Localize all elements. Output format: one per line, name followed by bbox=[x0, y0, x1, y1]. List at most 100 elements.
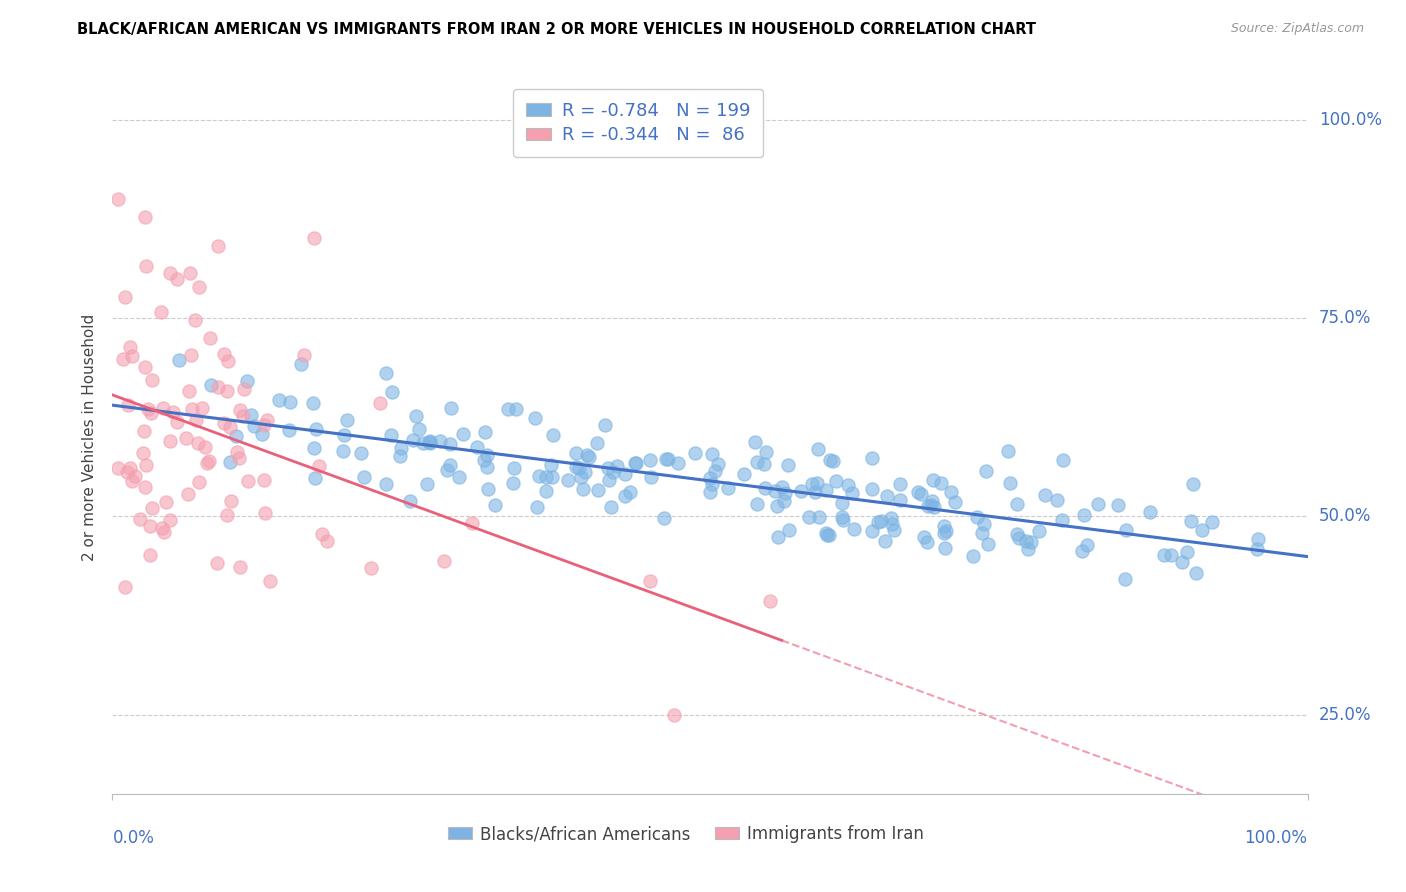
Point bbox=[135, 259, 157, 273]
Point bbox=[1185, 566, 1208, 580]
Point bbox=[375, 477, 398, 491]
Point bbox=[1107, 498, 1129, 512]
Point bbox=[1139, 506, 1161, 520]
Point bbox=[408, 421, 430, 435]
Point bbox=[778, 523, 800, 537]
Point bbox=[1015, 534, 1038, 549]
Point bbox=[837, 478, 859, 492]
Point bbox=[1191, 524, 1213, 538]
Point bbox=[232, 383, 254, 397]
Point bbox=[278, 423, 301, 437]
Point bbox=[745, 455, 768, 469]
Point bbox=[598, 473, 620, 487]
Point bbox=[138, 549, 160, 563]
Point bbox=[652, 510, 675, 524]
Point bbox=[655, 452, 678, 467]
Point bbox=[920, 498, 942, 512]
Point bbox=[1019, 534, 1042, 549]
Point bbox=[910, 487, 932, 501]
Point bbox=[477, 482, 499, 496]
Point bbox=[475, 448, 498, 462]
Point bbox=[568, 460, 591, 475]
Point bbox=[966, 510, 988, 524]
Point bbox=[907, 484, 929, 499]
Text: BLACK/AFRICAN AMERICAN VS IMMIGRANTS FROM IRAN 2 OR MORE VEHICLES IN HOUSEHOLD C: BLACK/AFRICAN AMERICAN VS IMMIGRANTS FRO… bbox=[77, 22, 1036, 37]
Point bbox=[598, 460, 620, 475]
Point bbox=[197, 454, 219, 468]
Point bbox=[747, 496, 769, 510]
Point bbox=[302, 230, 325, 244]
Point bbox=[118, 340, 141, 354]
Point bbox=[336, 413, 359, 427]
Point bbox=[187, 436, 209, 450]
Point bbox=[159, 513, 181, 527]
Point bbox=[1170, 555, 1192, 569]
Point bbox=[614, 467, 637, 481]
Point bbox=[502, 460, 524, 475]
Point bbox=[934, 525, 956, 540]
Point bbox=[534, 484, 557, 499]
Point bbox=[817, 528, 839, 542]
Point bbox=[107, 192, 129, 206]
Point bbox=[572, 482, 595, 496]
Point bbox=[360, 561, 382, 575]
Point bbox=[717, 482, 740, 496]
Point bbox=[1050, 513, 1073, 527]
Point bbox=[332, 443, 354, 458]
Point bbox=[388, 449, 411, 463]
Point bbox=[706, 457, 728, 471]
Point bbox=[832, 513, 855, 527]
Point bbox=[305, 422, 328, 436]
Point bbox=[217, 354, 239, 368]
Point bbox=[250, 426, 273, 441]
Point bbox=[155, 495, 177, 509]
Point bbox=[141, 373, 163, 387]
Point bbox=[232, 409, 254, 424]
Point bbox=[184, 313, 207, 327]
Point bbox=[962, 549, 984, 563]
Point bbox=[624, 456, 647, 470]
Point bbox=[259, 574, 281, 588]
Point bbox=[912, 531, 935, 545]
Point bbox=[389, 442, 412, 456]
Point bbox=[806, 476, 828, 491]
Point bbox=[451, 426, 474, 441]
Point bbox=[221, 494, 243, 508]
Point bbox=[368, 396, 391, 410]
Point bbox=[600, 500, 623, 514]
Point bbox=[138, 518, 160, 533]
Point bbox=[1007, 531, 1029, 545]
Point bbox=[179, 266, 201, 280]
Point bbox=[917, 499, 939, 513]
Point bbox=[194, 440, 217, 454]
Point bbox=[807, 510, 830, 524]
Point bbox=[114, 580, 136, 594]
Point bbox=[121, 350, 143, 364]
Point bbox=[180, 401, 202, 416]
Point bbox=[197, 456, 219, 470]
Point bbox=[177, 487, 200, 501]
Point bbox=[815, 526, 838, 541]
Point bbox=[152, 401, 174, 415]
Point bbox=[402, 433, 425, 447]
Point bbox=[880, 516, 903, 531]
Point bbox=[640, 469, 662, 483]
Point bbox=[602, 465, 624, 479]
Point bbox=[869, 514, 891, 528]
Point bbox=[139, 406, 162, 420]
Point bbox=[419, 435, 441, 450]
Point bbox=[188, 279, 211, 293]
Point bbox=[565, 446, 588, 460]
Text: 50.0%: 50.0% bbox=[1319, 508, 1371, 525]
Point bbox=[496, 401, 519, 416]
Point bbox=[207, 239, 229, 253]
Point bbox=[934, 541, 956, 556]
Point bbox=[700, 477, 723, 491]
Point bbox=[619, 485, 641, 500]
Point bbox=[807, 442, 830, 456]
Point bbox=[474, 425, 496, 439]
Point bbox=[606, 459, 628, 474]
Point bbox=[439, 458, 461, 472]
Point bbox=[755, 445, 778, 459]
Point bbox=[138, 402, 160, 417]
